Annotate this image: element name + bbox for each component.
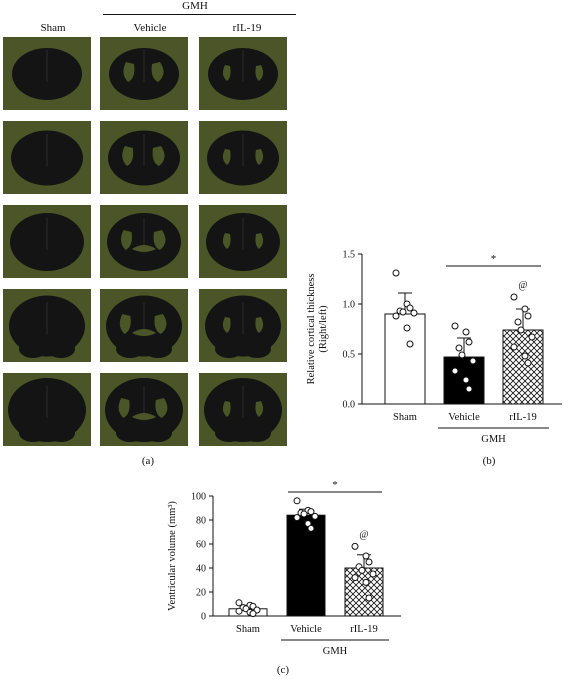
brain-slice-sham-2: [3, 121, 91, 194]
brain-slice-ril19-3: [199, 205, 287, 278]
brain-slice-ril19-1: [199, 37, 287, 110]
data-point: [521, 305, 529, 313]
data-point: [311, 512, 319, 520]
x-tick-label: Sham: [393, 412, 417, 423]
brain-slice-vehicle-1: [100, 37, 188, 110]
data-point: [462, 328, 470, 336]
x-tick-label: rIL-19: [350, 624, 377, 635]
brain-slice-vehicle-4: [100, 289, 188, 362]
y-tick-label: 1.5: [343, 250, 356, 261]
data-point: [358, 566, 366, 574]
data-point: [365, 558, 373, 566]
data-point: [524, 312, 532, 320]
chart-ventricular-volume: 0 20 40 60 80 100 Ventricular volume (mm³) Sham…: [167, 480, 401, 657]
data-point: [458, 351, 466, 359]
significance-star: *: [332, 480, 338, 491]
y-tick-label: 40: [196, 564, 206, 575]
y-tick-label: 0: [201, 612, 206, 623]
group-label: GMH: [323, 646, 348, 657]
data-point: [410, 309, 418, 317]
group-label: GMH: [481, 434, 506, 445]
y-tick-label: 100: [191, 492, 206, 503]
brain-slice-vehicle-5: [100, 373, 188, 446]
data-point: [451, 367, 459, 375]
x-tick-label: Sham: [236, 624, 260, 635]
y-tick-label: 80: [196, 516, 206, 527]
data-point: [351, 542, 359, 550]
data-point: [451, 322, 459, 330]
data-point: [362, 578, 370, 586]
data-point: [406, 304, 414, 312]
y-axis-label: Relative cortical thickness(Right/left): [306, 274, 329, 385]
brain-slice-sham-4: [3, 289, 91, 362]
panel-letter-b: (b): [482, 455, 496, 467]
y-axis-label: Ventricular volume (mm³): [167, 501, 178, 611]
data-point: [462, 376, 470, 384]
comparison-marker: @: [359, 529, 368, 540]
data-point: [365, 594, 373, 602]
data-point: [300, 510, 308, 518]
panel-a: GMH Sham Vehicle rIL-19 (a): [0, 0, 300, 470]
x-tick-label: rIL-19: [509, 412, 536, 423]
data-point: [528, 333, 536, 341]
data-point: [406, 340, 414, 348]
data-point: [392, 312, 400, 320]
chart-cortical-thickness: 0.0 0.5 1.0 1.5 Relative cortical thickness(…: [306, 250, 562, 445]
brain-slice-sham-1: [3, 37, 91, 110]
brain-slice-sham-5: [3, 373, 91, 446]
data-point: [293, 497, 301, 505]
column-label-ril19: rIL-19: [232, 22, 262, 34]
y-tick-label: 0.5: [343, 350, 356, 361]
gmh-group-label: GMH: [182, 0, 208, 12]
data-point: [362, 552, 370, 560]
column-label-vehicle: Vehicle: [133, 22, 167, 34]
data-point: [399, 308, 407, 316]
data-point: [307, 508, 315, 516]
panel-letter-c: (c): [276, 664, 290, 676]
data-point: [517, 326, 525, 334]
y-tick-label: 1.0: [343, 300, 356, 311]
brain-slice-ril19-4: [199, 289, 287, 362]
data-point: [465, 338, 473, 346]
x-tick-label: Vehicle: [290, 624, 322, 635]
data-point: [465, 385, 473, 393]
data-point: [510, 293, 518, 301]
data-point: [235, 607, 243, 615]
data-point: [469, 357, 477, 365]
data-point: [521, 352, 529, 360]
bar-vehicle: [286, 514, 326, 617]
gmh-group-line: [103, 14, 296, 15]
brain-slice-ril19-2: [199, 121, 287, 194]
data-point: [514, 318, 522, 326]
brain-slice-vehicle-3: [100, 205, 188, 278]
data-point: [293, 514, 301, 522]
x-tick-label: Vehicle: [448, 412, 480, 423]
bar-ril19: [502, 329, 544, 405]
data-point: [524, 359, 532, 367]
data-point: [510, 343, 518, 351]
data-point: [351, 574, 359, 582]
data-point: [455, 344, 463, 352]
bar-ril19: [344, 567, 384, 617]
brain-slice-sham-3: [3, 205, 91, 278]
significance-star: *: [491, 253, 497, 265]
data-point: [235, 599, 243, 607]
brain-slice-vehicle-2: [100, 121, 188, 194]
column-label-sham: Sham: [40, 22, 66, 34]
panel-letter-a: (a): [141, 455, 155, 467]
data-point: [392, 269, 400, 277]
brain-slice-ril19-5: [199, 373, 287, 446]
y-tick-label: 0.0: [343, 400, 356, 411]
comparison-marker: @: [518, 280, 527, 291]
data-point: [307, 524, 315, 532]
y-tick-label: 60: [196, 540, 206, 551]
data-point: [249, 610, 257, 618]
data-point: [403, 324, 411, 332]
data-point: [369, 570, 377, 578]
y-tick-label: 20: [196, 588, 206, 599]
